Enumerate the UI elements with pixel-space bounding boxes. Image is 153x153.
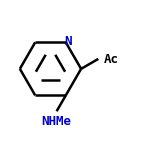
Text: NHMe: NHMe — [41, 115, 71, 128]
Text: N: N — [64, 35, 72, 48]
Text: Ac: Ac — [104, 53, 119, 66]
